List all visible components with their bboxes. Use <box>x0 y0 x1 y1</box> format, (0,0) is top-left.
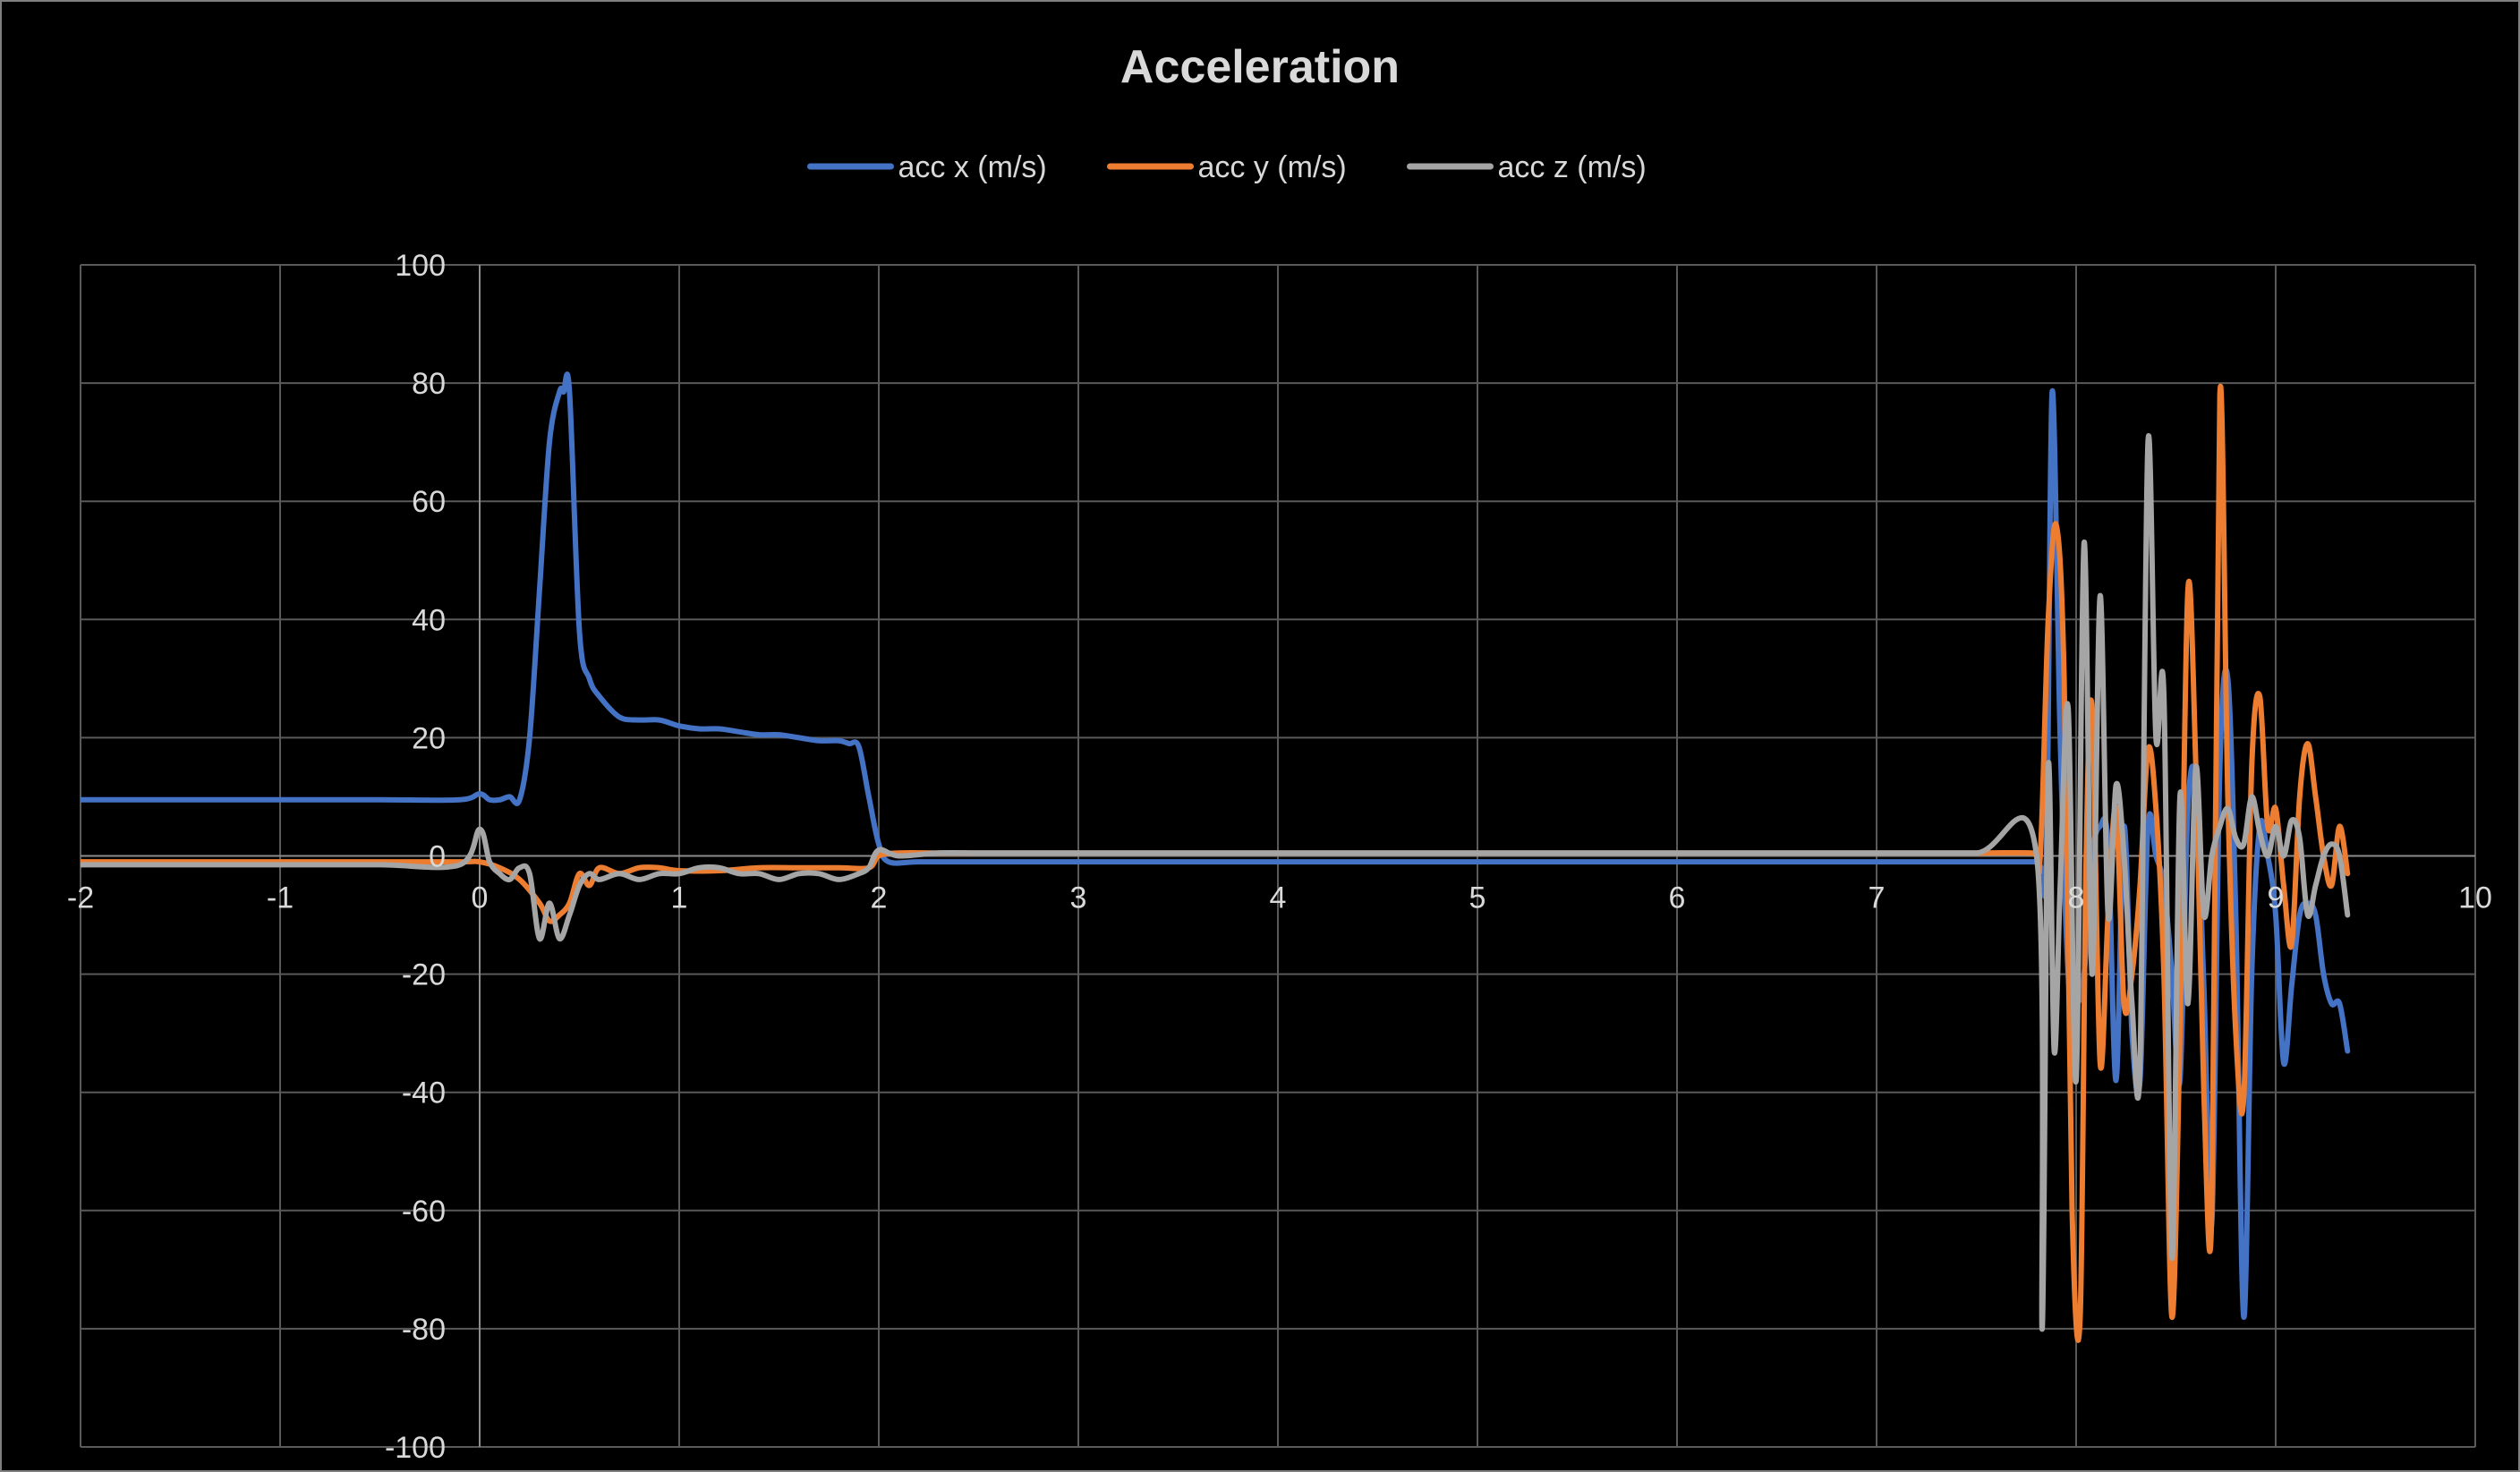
y-tick-label: 40 <box>412 603 446 637</box>
series-layer <box>81 371 2351 1343</box>
legend-label: acc y (m/s) <box>1198 150 1347 184</box>
x-tick-label: 1 <box>671 881 688 915</box>
x-tick-label: 4 <box>1270 881 1287 915</box>
y-tick-label: -40 <box>402 1076 446 1110</box>
y-tick-label: -20 <box>402 958 446 992</box>
legend-item-acc-y: acc y (m/s) <box>1107 150 1347 184</box>
legend-item-acc-z: acc z (m/s) <box>1407 150 1647 184</box>
y-tick-label: 100 <box>395 249 446 283</box>
x-tick-label: -1 <box>267 881 294 915</box>
x-tick-label: 0 <box>472 881 489 915</box>
y-tick-label: -80 <box>402 1313 446 1347</box>
y-tick-label: 20 <box>412 721 446 755</box>
legend-label: acc z (m/s) <box>1498 150 1647 184</box>
axes <box>81 265 2475 1447</box>
x-tick-label: 2 <box>871 881 888 915</box>
tick-labels: 100 80 60 40 20 0 -20 -40 -60 -80 -100 -2 -1 0 1 2 3 4 5 6 7… <box>67 249 2492 1465</box>
legend-label: acc x (m/s) <box>898 150 1047 184</box>
y-tick-label: -100 <box>385 1431 446 1465</box>
x-tick-label: 10 <box>2458 881 2492 915</box>
y-tick-label: 0 <box>429 840 446 874</box>
y-tick-label: -60 <box>402 1195 446 1229</box>
chart-legend: acc x (m/s) acc y (m/s) acc z (m/s) <box>807 150 1647 184</box>
series-line-acc-y <box>81 383 2351 1343</box>
x-tick-label: -2 <box>67 881 94 915</box>
x-tick-label: 8 <box>2068 881 2085 915</box>
x-tick-label: 5 <box>1469 881 1486 915</box>
x-tick-label: 3 <box>1070 881 1087 915</box>
x-tick-label: 6 <box>1669 881 1686 915</box>
chart-title: Acceleration <box>1120 41 1400 93</box>
x-tick-label: 9 <box>2268 881 2285 915</box>
x-tick-label: 7 <box>1869 881 1886 915</box>
y-tick-label: 80 <box>412 367 446 401</box>
y-tick-label: 60 <box>412 485 446 519</box>
series-line-acc-z <box>81 433 2351 1332</box>
legend-item-acc-x: acc x (m/s) <box>807 150 1047 184</box>
